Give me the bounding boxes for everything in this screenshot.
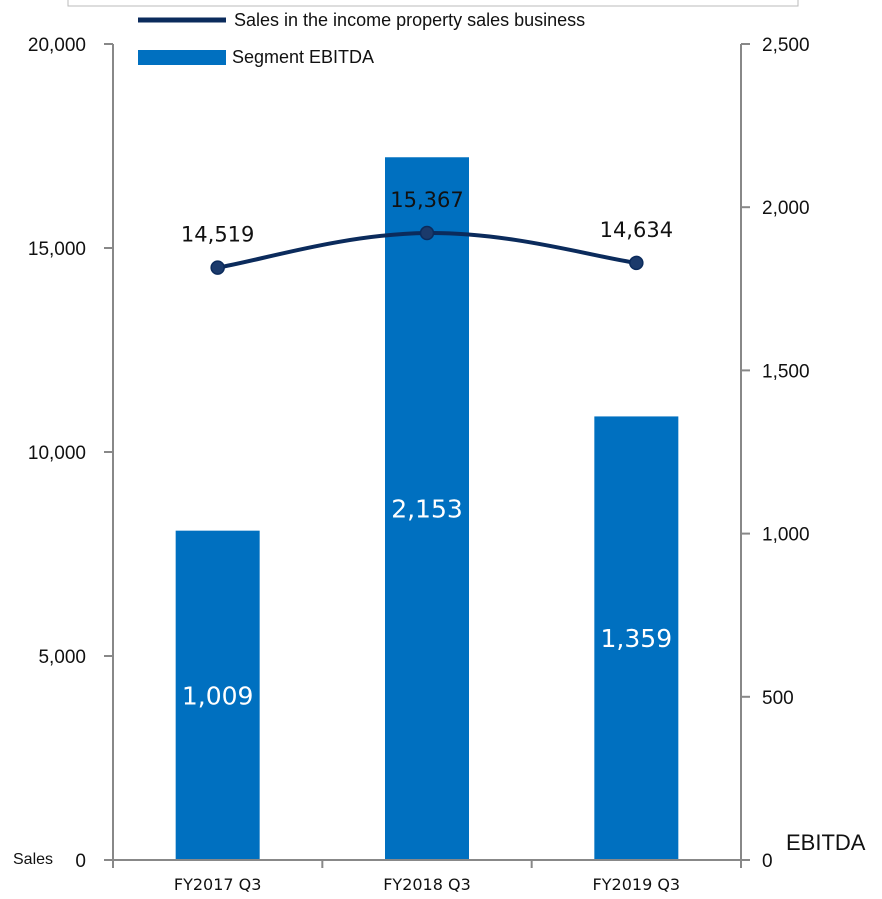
left-axis-tick-label: 15,000 (28, 239, 86, 260)
right-axis-tick-label: 2,500 (762, 35, 810, 56)
left-axis-tick-label: 20,000 (28, 35, 86, 56)
sales-point (629, 255, 644, 271)
line-labels: 14,519 15,367 14,634 (181, 188, 673, 247)
line-data-label: 14,634 (600, 218, 673, 242)
sales-point (210, 260, 225, 275)
bar-data-label: 1,009 (182, 681, 254, 710)
sales-point (419, 225, 435, 241)
bar-data-label: 1,359 (601, 624, 673, 653)
right-axis-tick-label: 2,000 (762, 198, 810, 219)
legend-line-label: Sales in the income property sales busin… (234, 10, 585, 30)
line-series (210, 225, 644, 275)
bar-segment-ebitda (594, 416, 679, 860)
bar-segment-ebitda (175, 530, 260, 860)
x-axis: FY2017 Q3 FY2018 Q3 FY2019 Q3 (104, 859, 750, 894)
right-axis-title: EBITDA (786, 830, 866, 855)
left-axis-tick-label: 0 (75, 851, 86, 872)
bar-labels: 1,009 2,153 1,359 (182, 495, 672, 711)
bar-series (175, 157, 679, 860)
x-axis-tick-label: FY2018 Q3 (383, 875, 471, 894)
right-axis: 0 500 1,000 1,500 2,000 2,500 (740, 35, 810, 872)
left-axis: 0 5,000 10,000 15,000 20,000 (28, 35, 114, 872)
left-axis-tick-label: 10,000 (28, 443, 86, 464)
legend-bar-swatch (138, 50, 226, 65)
right-axis-tick-label: 500 (762, 688, 794, 709)
right-axis-tick-label: 1,000 (762, 525, 810, 546)
bar-segment-ebitda (385, 157, 469, 860)
line-data-label: 14,519 (181, 223, 254, 247)
line-data-label: 15,367 (390, 188, 463, 212)
left-axis-tick-label: 5,000 (38, 647, 86, 668)
legend-frame (67, 0, 799, 7)
legend-bar-label: Segment EBITDA (232, 47, 374, 67)
x-axis-tick-label: FY2019 Q3 (593, 875, 681, 894)
right-axis-tick-label: 0 (762, 851, 773, 872)
legend: Sales in the income property sales busin… (67, 0, 799, 67)
left-axis-title: Sales (13, 851, 53, 868)
right-axis-tick-label: 1,500 (762, 361, 810, 382)
x-axis-tick-label: FY2017 Q3 (174, 875, 262, 894)
bar-data-label: 2,153 (391, 495, 463, 524)
